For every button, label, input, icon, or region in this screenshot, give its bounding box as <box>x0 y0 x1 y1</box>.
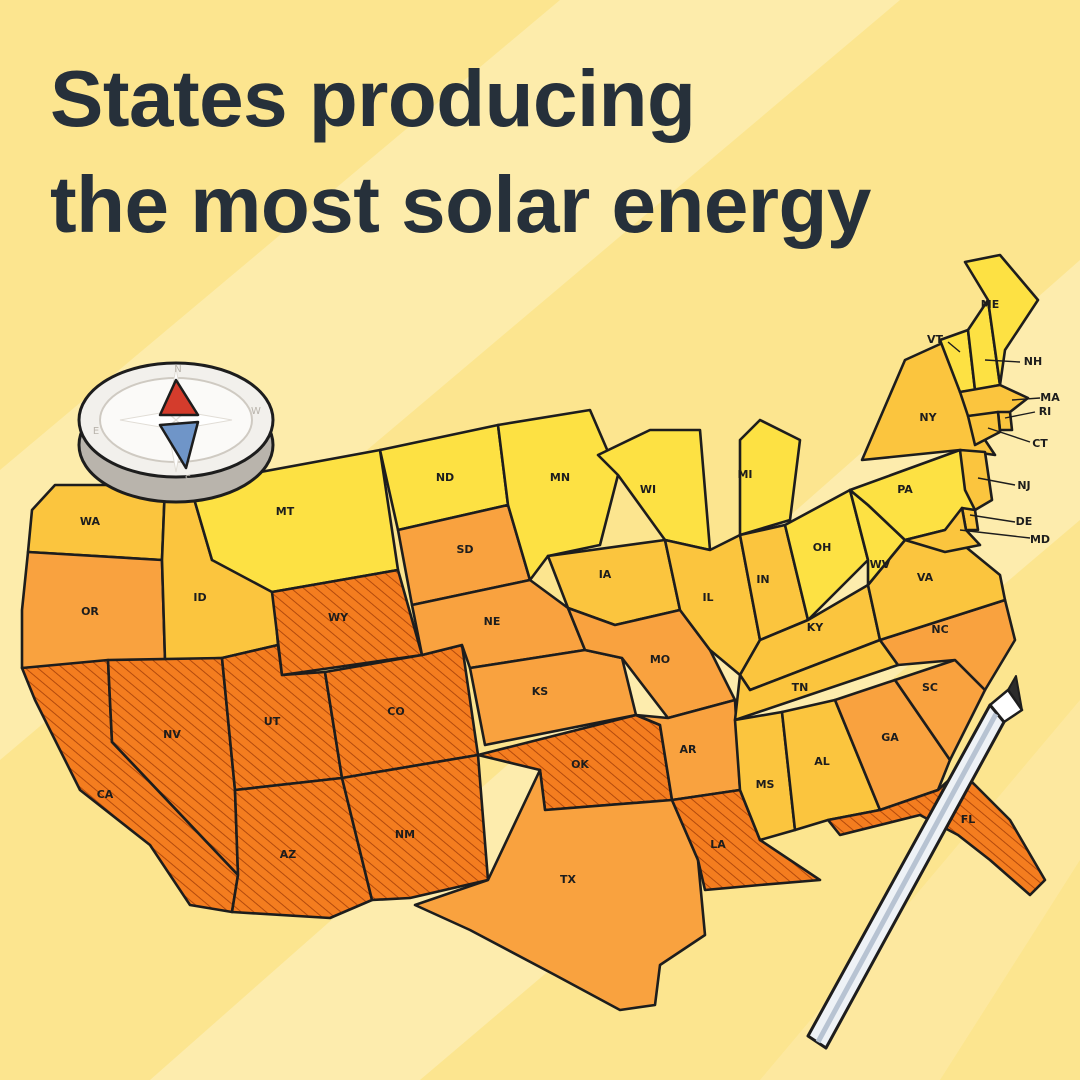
label-MS: MS <box>756 778 775 791</box>
label-RI: RI <box>1039 405 1052 418</box>
label-NH: NH <box>1024 355 1042 368</box>
label-MO: MO <box>650 653 670 666</box>
compass-south: S <box>185 474 191 485</box>
label-TN: TN <box>792 681 809 694</box>
label-IN: IN <box>756 573 769 586</box>
label-WY: WY <box>328 611 349 624</box>
label-NY: NY <box>919 411 937 424</box>
label-LA: LA <box>710 838 726 851</box>
label-KS: KS <box>532 685 549 698</box>
leader-lines <box>947 341 1041 539</box>
label-NC: NC <box>931 623 948 636</box>
label-TX: TX <box>560 873 577 886</box>
label-AZ: AZ <box>280 848 297 861</box>
compass-east: E <box>93 426 99 437</box>
label-VT: VT <box>927 333 944 346</box>
label-OH: OH <box>813 541 832 554</box>
label-ND: ND <box>436 471 454 484</box>
label-MI: MI <box>737 468 752 481</box>
compass-north: N <box>174 364 181 375</box>
label-WV: WV <box>870 558 891 571</box>
page-title: States producing the most solar energy <box>50 46 871 258</box>
label-FL: FL <box>961 813 976 826</box>
state-ma <box>958 383 1030 418</box>
label-DE: DE <box>1016 515 1033 528</box>
state-fl <box>826 768 1047 897</box>
state-tx <box>413 768 707 1012</box>
label-AL: AL <box>814 755 830 768</box>
label-MN: MN <box>550 471 570 484</box>
compass-icon: N E S W <box>77 361 275 504</box>
title-line-1: States producing <box>50 54 696 143</box>
label-GA: GA <box>881 731 899 744</box>
state-ks <box>468 648 638 747</box>
label-SC: SC <box>922 681 938 694</box>
label-OK: OK <box>571 758 589 771</box>
label-AR: AR <box>680 743 698 756</box>
state-ct <box>966 410 1002 447</box>
label-CT: CT <box>1032 437 1048 450</box>
label-KY: KY <box>807 621 825 634</box>
state-mi <box>738 418 802 537</box>
label-NJ: NJ <box>1017 479 1030 492</box>
label-SD: SD <box>456 543 473 556</box>
label-MA: MA <box>1040 391 1060 404</box>
label-UT: UT <box>264 715 281 728</box>
label-CA: CA <box>97 788 114 801</box>
state-ga <box>833 678 952 812</box>
label-WA: WA <box>80 515 101 528</box>
state-mn <box>496 408 620 582</box>
compass-west: W <box>251 406 261 417</box>
label-ID: ID <box>193 591 206 604</box>
state-co <box>323 643 480 780</box>
pencil-icon <box>806 675 1024 1050</box>
title-line-2: the most solar energy <box>50 160 871 249</box>
label-NE: NE <box>484 615 501 628</box>
label-MT: MT <box>276 505 295 518</box>
label-NM: NM <box>395 828 415 841</box>
label-NV: NV <box>163 728 181 741</box>
label-WI: WI <box>640 483 656 496</box>
label-IA: IA <box>599 568 612 581</box>
label-OR: OR <box>81 605 99 618</box>
label-MD: MD <box>1030 533 1050 546</box>
label-VA: VA <box>917 571 934 584</box>
label-CO: CO <box>387 705 404 718</box>
state-nm <box>340 753 490 902</box>
label-PA: PA <box>897 483 913 496</box>
state-nj <box>958 448 994 512</box>
label-ME: ME <box>981 298 999 311</box>
state-labels: WA OR CA ID NV UT AZ MT WY CO NM ND SD N… <box>80 298 1060 886</box>
label-IL: IL <box>702 591 713 604</box>
state-ms <box>733 710 797 842</box>
